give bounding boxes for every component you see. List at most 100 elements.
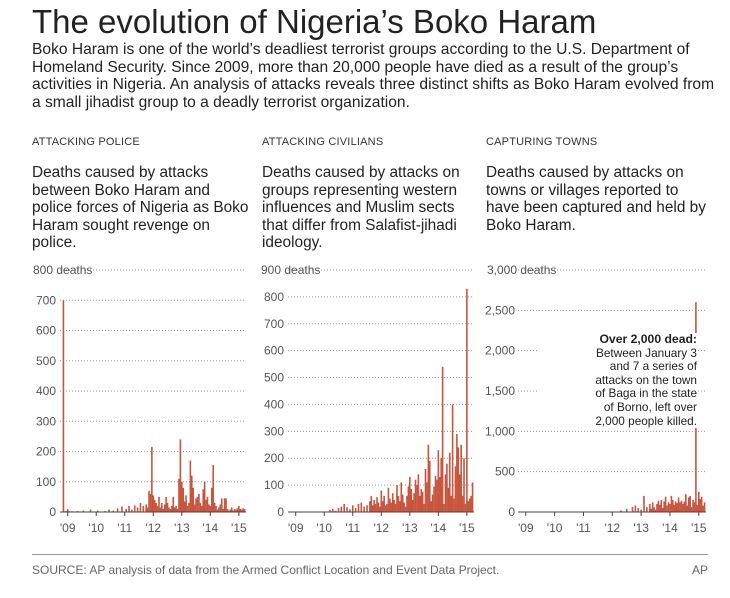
bar (199, 502, 202, 512)
y-tick-label: 600 (264, 344, 284, 358)
y-tick-label: 500 (495, 465, 515, 479)
panel-civilians-kicker: ATTACKING CIVILIANS (262, 136, 384, 148)
panel-police-description: Deaths caused by attacks between Boko Ha… (32, 164, 249, 252)
bar (374, 503, 377, 512)
bar (357, 503, 360, 512)
y-axis-max-label: 3,000 deaths (487, 263, 556, 277)
bar (404, 506, 407, 512)
bar (131, 509, 133, 512)
bar (198, 493, 200, 512)
bar (450, 495, 452, 512)
bar (661, 507, 664, 512)
bar (682, 503, 684, 512)
x-tick-label: '10 (316, 521, 332, 535)
bar (692, 499, 694, 512)
bar (646, 507, 648, 512)
bar (458, 474, 461, 512)
bar (672, 499, 674, 512)
bar (145, 504, 147, 512)
x-tick-label: '09 (518, 521, 534, 535)
bar (389, 498, 391, 512)
bar (331, 508, 334, 512)
bar (463, 458, 465, 512)
y-tick-label: 0 (277, 505, 284, 519)
police-deaths-chart: 800 deaths 0 100 200 300 400 500 600 700 '09 '10 '1… (33, 263, 247, 535)
bar (634, 505, 637, 512)
bar (192, 487, 195, 512)
bar (433, 486, 435, 512)
bar (663, 501, 665, 512)
bar (390, 502, 393, 512)
bar (238, 505, 240, 512)
bar (193, 504, 196, 512)
panel-civilians-description: Deaths caused by attacks on groups repre… (262, 164, 460, 252)
bar (202, 489, 205, 512)
civilian-deaths-chart: 900 deaths 0 100 200 300 400 500 600 700 800 '09 '1… (261, 263, 475, 535)
x-tick-label: '13 (402, 521, 418, 535)
bar (176, 508, 179, 512)
bar (213, 502, 216, 512)
bar (203, 481, 206, 512)
page-title: The evolution of Nigeria’s Boko Haram (32, 3, 597, 40)
x-tick-label: '14 (431, 521, 447, 535)
bar (659, 504, 661, 512)
bar (185, 495, 187, 512)
bar (223, 498, 226, 512)
bar (648, 503, 651, 512)
bar (183, 501, 186, 512)
annotation-line: of Baga in the state (538, 387, 698, 401)
y-tick-label: 300 (36, 414, 56, 428)
bar (343, 503, 346, 512)
bar (82, 510, 85, 512)
x-tick-label: '10 (88, 521, 104, 535)
bar (218, 507, 220, 512)
bar (377, 502, 380, 512)
bar (431, 494, 434, 512)
bar (453, 498, 455, 512)
bar (654, 509, 657, 512)
source-note: SOURCE: AP analysis of data from the Arm… (32, 563, 500, 577)
x-tick-label: '11 (576, 521, 591, 535)
y-tick-label: 400 (36, 384, 56, 398)
bar (370, 495, 373, 512)
x-tick-label: '15 (231, 521, 247, 535)
bar (651, 502, 654, 512)
bar (702, 505, 704, 512)
bar (401, 494, 404, 512)
panel-towns-kicker: CAPTURING TOWNS (486, 136, 598, 148)
bar (112, 510, 115, 512)
bar (467, 501, 470, 512)
bar (239, 508, 242, 512)
bar (426, 482, 428, 512)
bar (66, 508, 69, 512)
bar (242, 508, 244, 512)
bar (470, 495, 472, 512)
bar (205, 499, 207, 512)
bar (387, 487, 390, 512)
bar (153, 499, 156, 512)
bar (689, 495, 691, 512)
bar (414, 479, 417, 512)
bar (674, 501, 677, 512)
bar (660, 499, 663, 512)
bar (679, 502, 681, 512)
bar (232, 510, 234, 512)
x-tick-label: '15 (459, 521, 475, 535)
bar (148, 490, 150, 512)
bar (181, 481, 183, 512)
bar (376, 497, 378, 512)
bar (466, 288, 468, 512)
bar (625, 508, 628, 512)
x-tick-label: '13 (174, 521, 190, 535)
bar (349, 509, 351, 512)
bar (456, 434, 458, 512)
bar (163, 504, 166, 512)
bar (200, 505, 203, 512)
bar (670, 495, 673, 512)
bar (420, 489, 423, 512)
bar (175, 505, 177, 512)
y-tick-label: 400 (264, 397, 284, 411)
bar (116, 508, 119, 512)
annotation-heading: Over 2,000 dead: (538, 332, 698, 347)
y-tick-label: 800 (264, 290, 284, 304)
